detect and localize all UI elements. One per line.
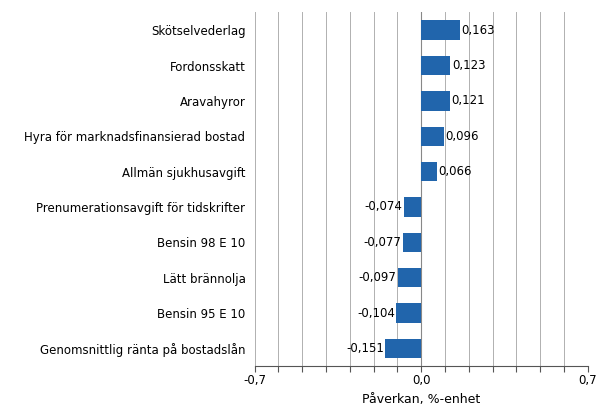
- Text: 0,121: 0,121: [451, 94, 485, 107]
- Bar: [404, 197, 421, 217]
- Text: -0,104: -0,104: [357, 307, 395, 319]
- Bar: [421, 56, 450, 75]
- Text: -0,151: -0,151: [346, 342, 384, 355]
- Bar: [385, 339, 421, 358]
- Bar: [398, 268, 421, 287]
- Text: 0,123: 0,123: [452, 59, 485, 72]
- Bar: [421, 162, 437, 181]
- Text: -0,097: -0,097: [359, 271, 397, 284]
- Text: 0,096: 0,096: [445, 130, 479, 143]
- Bar: [421, 126, 444, 146]
- Text: 0,066: 0,066: [438, 165, 472, 178]
- Bar: [421, 20, 460, 40]
- Text: 0,163: 0,163: [461, 24, 495, 37]
- X-axis label: Påverkan, %-enhet: Påverkan, %-enhet: [362, 393, 481, 406]
- Bar: [396, 303, 421, 323]
- Bar: [421, 91, 450, 111]
- Bar: [403, 233, 421, 252]
- Text: -0,074: -0,074: [364, 201, 402, 213]
- Text: -0,077: -0,077: [364, 236, 401, 249]
